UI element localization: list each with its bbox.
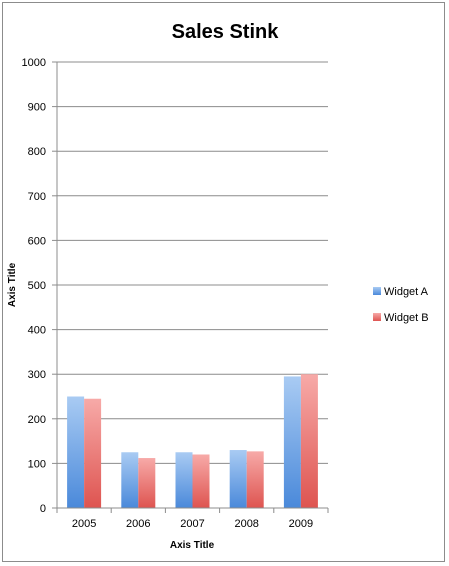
bar-widget-a <box>67 396 85 508</box>
legend-label-widget-b: Widget B <box>384 312 429 324</box>
legend-swatch-widget-b <box>373 313 381 321</box>
x-axis-title: Axis Title <box>170 540 215 551</box>
y-axis-tick-labels: 0 100 200 300 400 500 600 700 800 900 1000 <box>22 57 46 515</box>
bar-widget-b <box>246 451 264 508</box>
x-tick-label: 2005 <box>72 518 96 530</box>
bar-widget-a <box>121 452 139 508</box>
chart-title: Sales Stink <box>172 21 280 43</box>
x-tick-label: 2008 <box>234 518 258 530</box>
legend-swatch-widget-a <box>373 287 381 295</box>
y-tick-label: 0 <box>40 503 46 515</box>
x-axis-tick-labels: 2005 2006 2007 2008 2009 <box>56 508 329 530</box>
bar-widget-b <box>138 458 156 508</box>
y-tick-label: 200 <box>28 414 46 426</box>
bar-widget-a <box>283 376 301 508</box>
legend-label-widget-a: Widget A <box>384 286 429 298</box>
bars <box>67 374 318 508</box>
bar-widget-b <box>192 454 210 508</box>
y-tick-label: 600 <box>28 235 46 247</box>
bar-widget-a <box>229 450 247 508</box>
y-tick-label: 800 <box>28 146 46 158</box>
x-tick-label: 2009 <box>289 518 313 530</box>
y-tick-label: 900 <box>28 102 46 114</box>
y-tick-label: 700 <box>28 191 46 203</box>
y-tick-label: 1000 <box>22 57 46 69</box>
gridlines <box>52 61 328 509</box>
bar-widget-b <box>84 398 102 508</box>
y-axis-title: Axis Title <box>7 262 18 307</box>
bar-widget-b <box>300 374 318 508</box>
bar-widget-a <box>175 452 193 508</box>
y-tick-label: 400 <box>28 325 46 337</box>
y-tick-label: 300 <box>28 369 46 381</box>
x-tick-label: 2006 <box>126 518 150 530</box>
y-tick-label: 500 <box>28 280 46 292</box>
legend: Widget A Widget B <box>373 286 429 324</box>
y-tick-label: 100 <box>28 458 46 470</box>
x-tick-label: 2007 <box>180 518 204 530</box>
